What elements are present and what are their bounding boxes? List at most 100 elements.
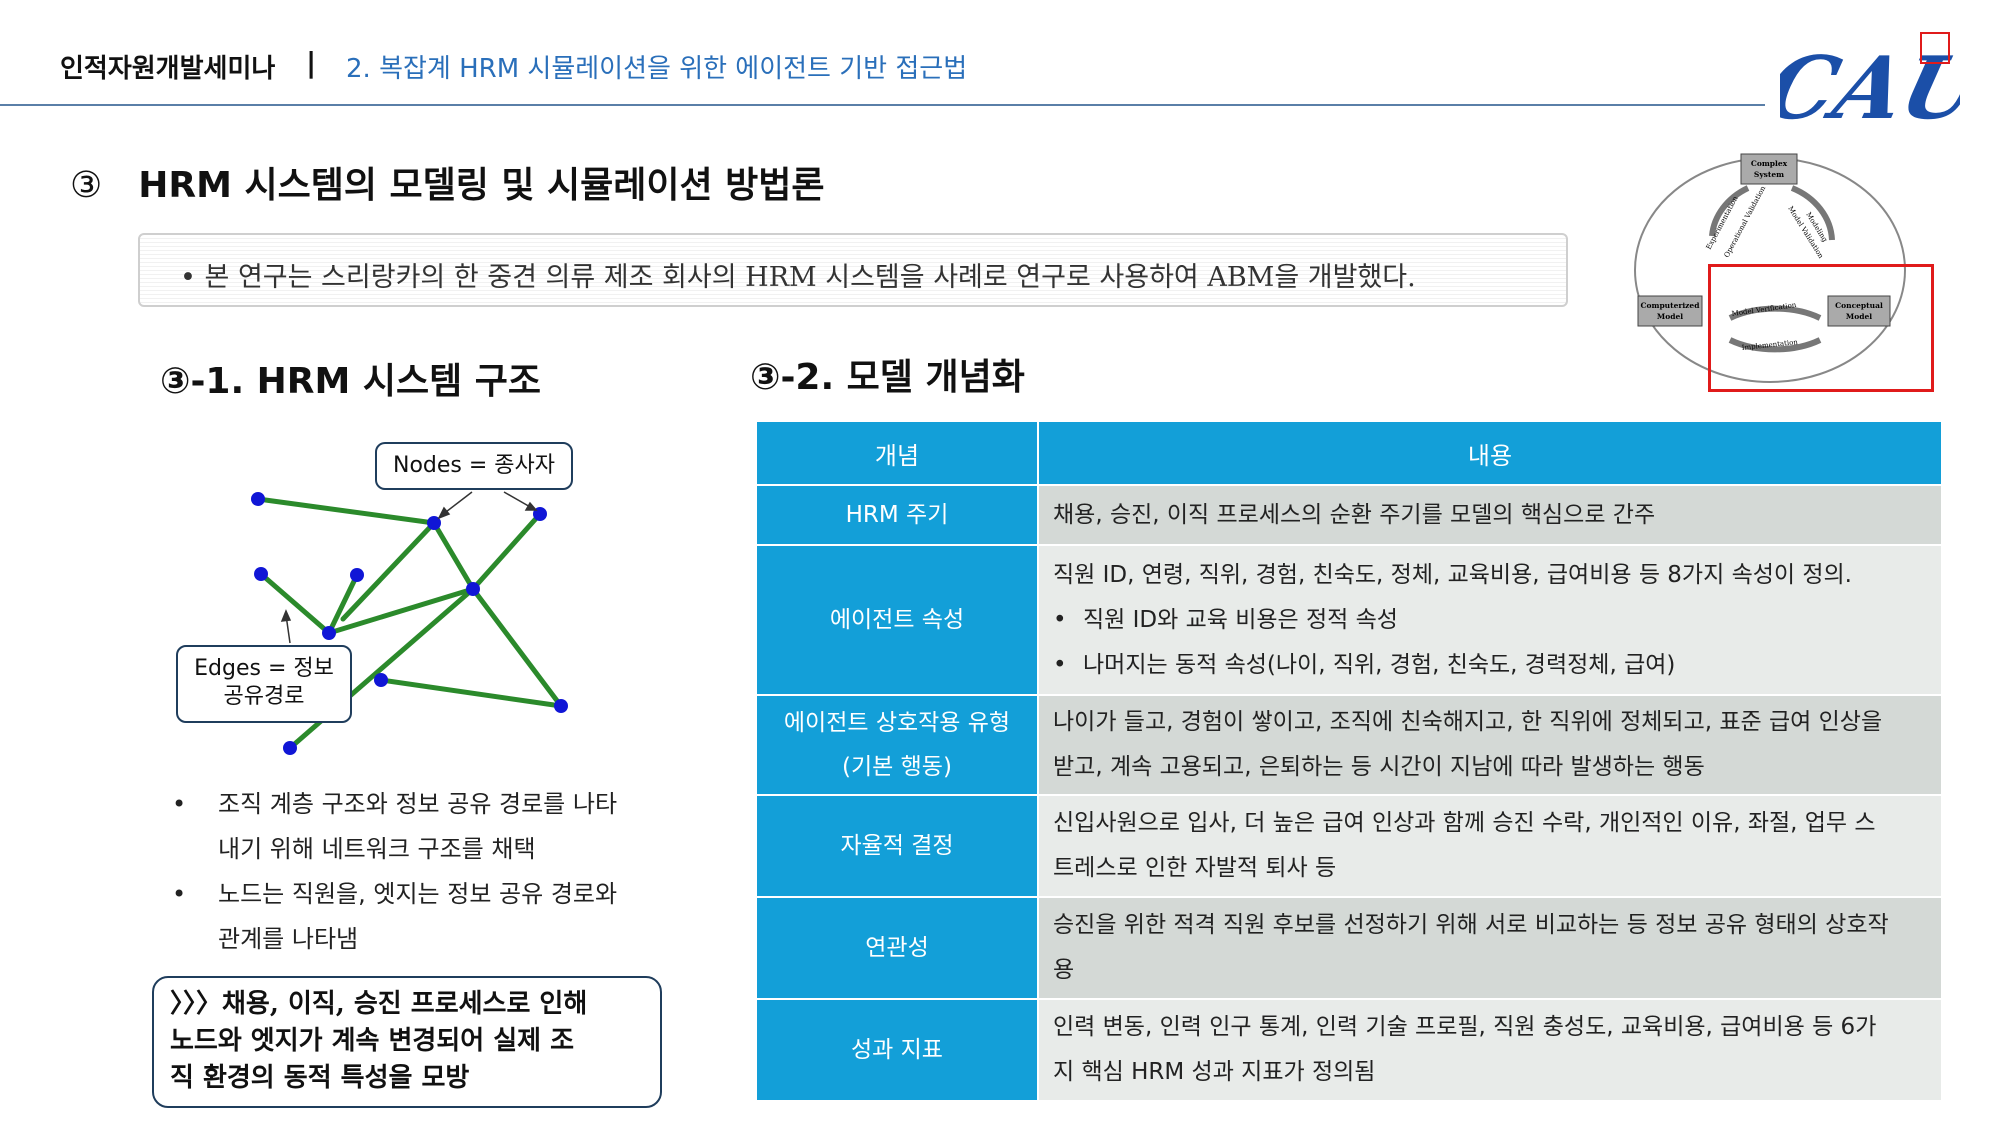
table-row: 성과 지표 인력 변동, 인력 인구 통계, 인력 기술 프로필, 직원 충성도…	[755, 998, 1943, 1102]
table-row: 연관성 승진을 위한 적격 직원 후보를 선정하기 위해 서로 비교하는 등 정…	[755, 896, 1943, 1000]
arrow-head	[437, 506, 451, 520]
table-cell-concept: 자율적 결정	[755, 794, 1039, 898]
bullet-line: 노드는 직원을, 엣지는 정보 공유 경로와	[218, 880, 618, 908]
network-edge	[340, 520, 437, 622]
header-divider	[0, 104, 1765, 106]
table-cell-concept: 성과 지표	[755, 998, 1039, 1102]
table-cell-concept: 연관성	[755, 896, 1039, 1000]
content-line: 인력 변동, 인력 인구 통계, 인력 기술 프로필, 직원 충성도, 교육비용…	[1053, 1014, 1877, 1040]
cycle-arrow	[1728, 305, 1822, 321]
content-line: 신입사원으로 입사, 더 높은 급여 인상과 함께 승진 수락, 개인적인 이유…	[1053, 810, 1876, 836]
node-complex-system-label: Complex	[1751, 159, 1788, 168]
network-nodes	[251, 492, 568, 755]
network-node	[283, 741, 297, 755]
bullet-line: 내기 위해 네트워크 구조를 채택	[218, 835, 536, 863]
logo-text: CAU	[1780, 37, 1960, 136]
table-cell-content: 승진을 위한 적격 직원 후보를 선정하기 위해 서로 비교하는 등 정보 공유…	[1037, 896, 1943, 1000]
subheading-structure: ③-1. HRM 시스템 구조	[160, 361, 542, 402]
network-edge	[378, 677, 564, 709]
conclusion-line: 〉〉〉채용, 이직, 승진 프로세스로 인해	[170, 989, 588, 1019]
content-line: 승진을 위한 적격 직원 후보를 선정하기 위해 서로 비교하는 등 정보 공유…	[1053, 912, 1889, 938]
table-header-content: 내용	[1037, 420, 1943, 486]
network-node	[554, 699, 568, 713]
label-operational-validation: Operational Validation	[1723, 184, 1768, 259]
arrow-head	[280, 609, 292, 622]
header-subtitle: 2. 복잡계 HRM 시뮬레이션을 위한 에이전트 기반 접근법	[346, 54, 968, 84]
arrow-line	[503, 491, 533, 509]
bullet-dot: •	[172, 790, 187, 818]
bullet-dot: •	[172, 880, 187, 908]
content-line: 나이가 들고, 경험이 쌓이고, 조직에 친숙해지고, 한 직위에 정체되고, …	[1053, 709, 1883, 735]
header-separator: |	[306, 46, 317, 79]
table-cell-content: 채용, 승진, 이직 프로세스의 순환 주기를 모델의 핵심으로 간주	[1037, 484, 1943, 546]
content-line: 용	[1053, 957, 1075, 983]
node-computerized-label: Computerized	[1641, 301, 1701, 310]
table-cell-content: 신입사원으로 입사, 더 높은 급여 인상과 함께 승진 수락, 개인적인 이유…	[1037, 794, 1943, 898]
network-node	[254, 567, 268, 581]
section-title: ③ HRM 시스템의 모델링 및 시뮬레이션 방법론	[70, 156, 825, 208]
table-cell-concept: HRM 주기	[755, 484, 1039, 546]
node-computerized-label: Model	[1657, 312, 1683, 321]
table-cell-concept: 에이전트 상호작용 유형 (기본 행동)	[755, 694, 1039, 796]
network-edge	[431, 520, 476, 592]
subheading-conceptualization: ③-2. 모델 개념화	[750, 357, 1025, 398]
header-org-title: 인적자원개발세미나	[60, 54, 276, 84]
arrow-head	[524, 501, 538, 511]
content-line: 직원 ID, 연령, 직위, 경험, 친숙도, 정체, 교육비용, 급여비용 등…	[1053, 561, 1852, 588]
table-row: 에이전트 상호작용 유형 (기본 행동) 나이가 들고, 경험이 쌓이고, 조직…	[755, 694, 1943, 796]
network-node	[350, 568, 364, 582]
content-subitem-text: 나머지는 동적 속성(나이, 직위, 경험, 친숙도, 경력정체, 급여)	[1083, 651, 1676, 678]
bullet-line: 조직 계층 구조와 정보 공유 경로를 나타	[218, 790, 618, 818]
content-bullet: •	[1053, 651, 1067, 678]
network-edge	[326, 586, 476, 636]
network-node	[466, 582, 480, 596]
node-conceptual-label: Conceptual	[1835, 301, 1883, 310]
network-diagram	[251, 491, 568, 755]
network-node	[374, 673, 388, 687]
concept-table: 개념 내용 HRM 주기 채용, 승진, 이직 프로세스의 순환 주기를 모델의…	[755, 420, 1943, 1102]
content-subitem: • 나머지는 동적 속성(나이, 직위, 경험, 친숙도, 경력정체, 급여)	[1053, 643, 1927, 688]
network-edge	[255, 496, 437, 526]
table-header-row: 개념 내용	[755, 420, 1943, 486]
intro-box: • 본 연구는 스리랑카의 한 중견 의류 제조 회사의 HRM 시스템을 사례…	[138, 233, 1568, 307]
cycle-arrow	[1728, 337, 1822, 353]
section-number: ③	[70, 165, 103, 206]
intro-bullet: •	[180, 262, 196, 293]
table-cell-content: 나이가 들고, 경험이 쌓이고, 조직에 친숙해지고, 한 직위에 정체되고, …	[1037, 694, 1943, 796]
node-complex-system-label: System	[1754, 170, 1784, 179]
bullet-line: 관계를 나타냄	[218, 925, 359, 953]
callout-edges-line1: Edges = 정보	[194, 656, 334, 681]
table-cell-content: 직원 ID, 연령, 직위, 경험, 친숙도, 정체, 교육비용, 급여비용 등…	[1037, 544, 1943, 696]
table-header-concept: 개념	[755, 420, 1039, 486]
section-title-text: HRM 시스템의 모델링 및 시뮬레이션 방법론	[138, 165, 825, 206]
content-line: 트레스로 인한 자발적 퇴사 등	[1053, 855, 1337, 881]
content-bullet: •	[1053, 606, 1067, 633]
content-line: 지 핵심 HRM 성과 지표가 정의됨	[1053, 1059, 1376, 1085]
callout-edges: Edges = 정보 공유경로	[176, 645, 352, 723]
table-row: 자율적 결정 신입사원으로 입사, 더 높은 급여 인상과 함께 승진 수락, …	[755, 794, 1943, 898]
intro-sentence: 본 연구는 스리랑카의 한 중견 의류 제조 회사의 HRM 시스템을 사례로 …	[204, 262, 1416, 293]
highlight-box-small	[1920, 32, 1950, 64]
conclusion-line: 직 환경의 동적 특성을 모방	[170, 1063, 470, 1093]
content-subitem: • 직원 ID와 교육 비용은 정적 속성	[1053, 598, 1927, 643]
callout-edges-line2: 공유경로	[223, 684, 305, 709]
callout-nodes: Nodes = 종사자	[375, 442, 573, 490]
simulation-cycle-diagram: Complex System Computerized Model Concep…	[1634, 153, 1906, 383]
concept-line: 에이전트 상호작용 유형	[783, 710, 1011, 736]
network-node	[427, 516, 441, 530]
node-complex-system	[1740, 153, 1798, 185]
network-edge	[326, 572, 360, 636]
table-row: HRM 주기 채용, 승진, 이직 프로세스의 순환 주기를 모델의 핵심으로 …	[755, 484, 1943, 546]
cycle-arrow	[1709, 185, 1750, 237]
content-subitem-text: 직원 ID와 교육 비용은 정적 속성	[1083, 606, 1398, 633]
callout-arrows	[280, 491, 538, 644]
cau-logo: CAU	[1780, 37, 1960, 136]
node-computerized-model	[1637, 295, 1703, 327]
conclusion-line: 노드와 엣지가 계속 변경되어 실제 조	[170, 1026, 575, 1056]
highlight-box	[1708, 264, 1934, 392]
node-conceptual-model	[1827, 295, 1891, 327]
table-cell-concept: 에이전트 속성	[755, 544, 1039, 696]
network-node	[251, 492, 265, 506]
network-edge	[258, 571, 332, 636]
table-cell-content: 인력 변동, 인력 인구 통계, 인력 기술 프로필, 직원 충성도, 교육비용…	[1037, 998, 1943, 1102]
